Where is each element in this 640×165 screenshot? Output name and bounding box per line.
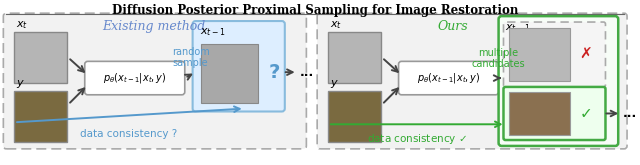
FancyBboxPatch shape — [509, 28, 570, 81]
Text: Ours: Ours — [437, 20, 468, 33]
FancyBboxPatch shape — [328, 91, 381, 142]
Text: ...: ... — [300, 66, 314, 79]
FancyBboxPatch shape — [328, 32, 381, 83]
FancyBboxPatch shape — [202, 44, 259, 103]
FancyBboxPatch shape — [399, 61, 499, 95]
Text: $y$: $y$ — [16, 78, 25, 90]
Text: multiple
candidates: multiple candidates — [472, 48, 525, 69]
FancyBboxPatch shape — [193, 21, 285, 112]
FancyBboxPatch shape — [499, 16, 618, 146]
FancyBboxPatch shape — [14, 91, 67, 142]
FancyBboxPatch shape — [3, 13, 307, 149]
Text: $p_{\theta}(x_{t-1}|x_t, y)$: $p_{\theta}(x_{t-1}|x_t, y)$ — [103, 71, 166, 85]
FancyBboxPatch shape — [509, 92, 570, 135]
Text: $y$: $y$ — [330, 78, 339, 90]
Text: random
sample: random sample — [172, 47, 209, 68]
Text: $x_t$: $x_t$ — [16, 19, 28, 31]
Text: $x_{t-1}$: $x_{t-1}$ — [200, 26, 226, 38]
FancyBboxPatch shape — [504, 87, 605, 140]
Text: Diffusion Posterior Proximal Sampling for Image Restoration: Diffusion Posterior Proximal Sampling fo… — [112, 4, 518, 17]
FancyBboxPatch shape — [14, 32, 67, 83]
Text: $p_{\theta}(x_{t-1}|x_t, y)$: $p_{\theta}(x_{t-1}|x_t, y)$ — [417, 71, 481, 85]
Text: ✓: ✓ — [579, 106, 592, 121]
Text: ...: ... — [623, 107, 637, 120]
Text: data consistency $\checkmark$: data consistency $\checkmark$ — [367, 132, 467, 146]
FancyBboxPatch shape — [84, 61, 185, 95]
Text: $x_{t-1}$: $x_{t-1}$ — [506, 22, 531, 34]
Text: $x_t$: $x_t$ — [330, 19, 342, 31]
Text: data consistency ?: data consistency ? — [80, 129, 177, 139]
FancyBboxPatch shape — [317, 13, 627, 149]
Text: ?: ? — [268, 63, 280, 82]
Text: Existing method: Existing method — [102, 20, 205, 33]
FancyBboxPatch shape — [504, 22, 605, 87]
Text: ✗: ✗ — [579, 47, 592, 62]
